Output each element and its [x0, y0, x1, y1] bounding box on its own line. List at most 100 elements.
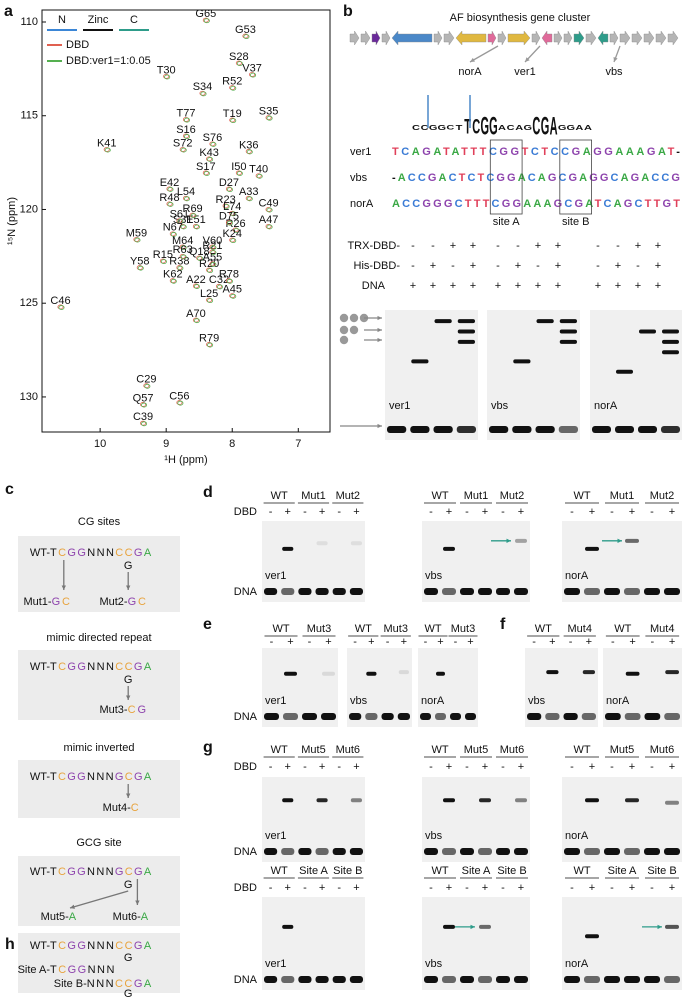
gel: [422, 521, 530, 602]
table-cell: -: [636, 260, 640, 272]
peak-bound: [141, 421, 148, 427]
table-cell: +: [535, 240, 541, 252]
mutant-label: Mut4-: [103, 802, 131, 814]
lane-header: WT: [271, 490, 288, 502]
gene: [631, 30, 643, 46]
lane-sign: -: [429, 761, 433, 773]
seq-label: Site A-: [18, 964, 51, 976]
lane-sign: -: [269, 506, 273, 518]
peak-free: [245, 148, 252, 154]
cluster-title: AF biosynthesis gene cluster: [450, 12, 591, 24]
motif-seq: TCGGNNNCCGA: [50, 940, 152, 952]
lane-sign: +: [482, 506, 488, 518]
base: A: [439, 172, 447, 184]
lane-sign: +: [446, 882, 452, 894]
logo-letter: G: [489, 114, 498, 141]
x-tick-label: 8: [229, 438, 235, 450]
lane-sign: -: [269, 882, 273, 894]
base: N: [106, 978, 114, 990]
free-dna-band: [433, 426, 453, 433]
lane-header: WT: [431, 744, 448, 756]
base: G: [67, 547, 76, 559]
table-cell: +: [655, 280, 661, 292]
site-box: [559, 139, 592, 215]
table-cell: +: [615, 280, 621, 292]
peak-free: [182, 195, 189, 201]
base: T: [50, 661, 57, 673]
base: N: [106, 964, 114, 976]
lane-sign: +: [285, 761, 291, 773]
motif-seq: TCGGNNN: [50, 964, 114, 976]
free-dna-band: [664, 588, 680, 595]
lane-sign: -: [337, 761, 341, 773]
gene: [563, 30, 573, 46]
panel-label: c: [5, 481, 14, 498]
lane-sign: -: [424, 636, 428, 648]
lane-sign: -: [303, 506, 307, 518]
peak-bound: [167, 187, 174, 192]
gene-label: ver1: [514, 66, 535, 78]
peak-bound: [144, 383, 151, 389]
lane-sign: -: [429, 506, 433, 518]
table-cell: +: [450, 240, 456, 252]
peak-bound: [193, 318, 200, 324]
lane-sign: +: [629, 636, 635, 648]
gel-label: norA: [565, 570, 589, 582]
gene: [585, 30, 597, 46]
motif-box: [18, 933, 180, 993]
lane-sign: -: [269, 761, 273, 773]
free-dna-band: [664, 713, 680, 720]
peak-label: K36: [239, 139, 259, 151]
peak-bound: [250, 72, 257, 78]
peak-label: S61: [170, 209, 190, 221]
sequence-name: ver1: [350, 146, 371, 158]
free-dna-band: [644, 976, 660, 983]
peak-label: A55: [203, 252, 223, 264]
logo-letter: G: [429, 124, 438, 133]
seq-label: WT-: [30, 866, 50, 878]
base: N: [97, 547, 105, 559]
gene: [609, 30, 619, 46]
lane-header: Mut5: [301, 744, 325, 756]
legend-label: DBD:ver1=1:0.05: [66, 55, 151, 67]
base: G: [77, 661, 86, 673]
base: C: [125, 547, 133, 559]
seq-label: Site B-: [54, 978, 87, 990]
peak-label: T30: [157, 64, 176, 76]
lane-sign: +: [285, 882, 291, 894]
peak-free: [235, 170, 242, 176]
base: A: [621, 172, 629, 184]
free-dna-band: [387, 426, 407, 433]
peak-free: [265, 115, 272, 121]
peak-free: [176, 265, 183, 270]
lane-sign: +: [669, 761, 675, 773]
gel-label: norA: [565, 958, 589, 970]
peak-bound: [167, 202, 174, 207]
peak-label: K62: [163, 269, 183, 281]
peak-label: M64: [172, 235, 193, 247]
base: C: [412, 198, 420, 210]
table-cell: -: [596, 260, 600, 272]
table-cell: +: [595, 280, 601, 292]
lane-sign: +: [287, 636, 293, 648]
base: A: [144, 547, 152, 559]
base: A: [543, 198, 551, 210]
gel: [262, 777, 365, 862]
base: T: [673, 198, 680, 210]
table-cell: +: [655, 240, 661, 252]
base: G: [77, 771, 86, 783]
peak-bound: [190, 213, 197, 219]
peak-free: [232, 227, 239, 233]
shifted-band: [443, 924, 455, 929]
base: A: [533, 198, 541, 210]
mutant-seq: A: [69, 911, 77, 923]
peak-bound: [210, 142, 217, 147]
base: T: [50, 866, 57, 878]
peak-free: [182, 117, 189, 122]
mutant-seq: C: [131, 802, 139, 814]
lane-sign: +: [319, 761, 325, 773]
base: N: [106, 940, 114, 952]
base: C: [551, 146, 559, 158]
base: C: [635, 198, 643, 210]
base: A: [614, 198, 622, 210]
